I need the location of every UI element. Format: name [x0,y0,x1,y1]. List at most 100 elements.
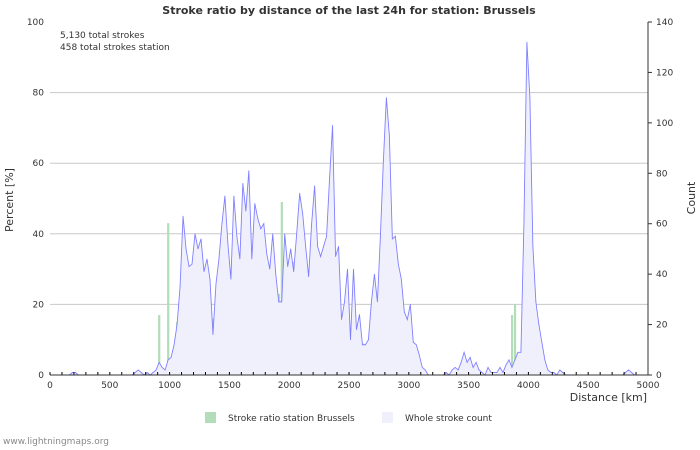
count-point [185,248,187,250]
count-area-fill [50,42,648,376]
ratio-bar [167,223,170,375]
count-point [173,344,175,346]
count-point [391,238,393,240]
count-point [457,369,459,371]
count-point [248,170,250,172]
count-point [451,369,453,371]
count-point [478,369,480,371]
x-tick-label: 500 [101,381,118,391]
count-point [176,324,178,325]
legend: Stroke ratio station Brussels Whole stro… [205,412,492,424]
count-point [269,268,271,270]
count-point [379,235,381,237]
x-tick-label: 5000 [637,381,660,391]
count-point [188,266,190,267]
count-point [517,351,519,353]
count-point [335,256,336,257]
ratio-bar [280,202,283,375]
count-point [287,266,289,267]
count-point [197,248,199,250]
count-point [191,263,193,265]
y-right-tick-label: 120 [656,68,673,78]
count-point [388,135,390,136]
count-point [541,341,543,343]
count-point [365,344,366,346]
count-point [547,369,549,371]
count-point [460,361,462,363]
count-point [239,258,241,260]
count-point [332,124,333,126]
y-left-tick-label: 20 [33,300,45,310]
ratio-bar [510,314,514,375]
count-point [245,210,247,212]
count-point [406,319,408,320]
count-point [326,235,327,237]
count-point [463,351,465,353]
x-tick-label: 2000 [278,381,301,391]
count-point [323,246,324,247]
count-point [305,246,307,247]
count-point [374,273,375,275]
count-point [496,372,498,373]
count-point [236,235,238,237]
count-point [472,367,474,368]
count-point [487,367,489,368]
count-point [179,286,181,288]
y-axis-right-label: Count [685,181,698,214]
count-point [134,372,136,373]
info-station-strokes: 458 total strokes station [60,43,170,53]
footer-link[interactable]: www.lightningmaps.org [3,437,109,447]
count-point [362,344,363,346]
count-point [320,256,321,257]
count-point [296,233,298,235]
count-point [293,271,295,273]
count-point [628,369,629,371]
count-point [200,238,202,240]
y-right-tick-label: 100 [656,119,673,129]
x-tick-label: 3500 [457,381,480,391]
count-point [538,324,540,325]
count-point [206,258,208,260]
count-point [523,223,525,225]
count-point [311,223,313,225]
y-right-tick-label: 80 [656,169,668,179]
x-tick-label: 1500 [218,381,241,391]
y-left-tick-label: 100 [27,18,44,28]
count-point [194,233,196,235]
count-point [535,301,537,303]
count-point [302,213,304,215]
count-point [254,203,256,204]
count-point [385,97,387,99]
count-point [329,177,330,179]
y-axis-left-label: Percent [%] [3,168,16,232]
x-tick-label: 2500 [338,381,361,391]
count-point [466,361,468,363]
count-point [469,356,471,358]
count-point [514,359,516,361]
count-point [72,372,73,373]
count-point [499,367,501,368]
y-right-tick-label: 20 [656,321,668,331]
count-point [278,301,280,303]
count-point [353,268,354,270]
x-tick-label: 3000 [397,381,420,391]
legend-label-ratio: Stroke ratio station Brussels [228,414,355,424]
x-tick-label: 0 [47,381,53,391]
count-point [155,369,157,371]
count-point [242,182,244,184]
x-tick-label: 1000 [158,381,181,391]
count-point [167,359,169,361]
count-area [50,41,648,376]
count-point [559,369,561,371]
count-point [562,372,564,373]
count-point [356,329,357,331]
y-left-tick-label: 0 [38,371,44,381]
count-point [221,223,223,225]
count-point [418,354,420,356]
count-point [161,367,163,368]
count-point [182,215,184,217]
count-point [544,359,546,361]
count-point [511,367,513,368]
